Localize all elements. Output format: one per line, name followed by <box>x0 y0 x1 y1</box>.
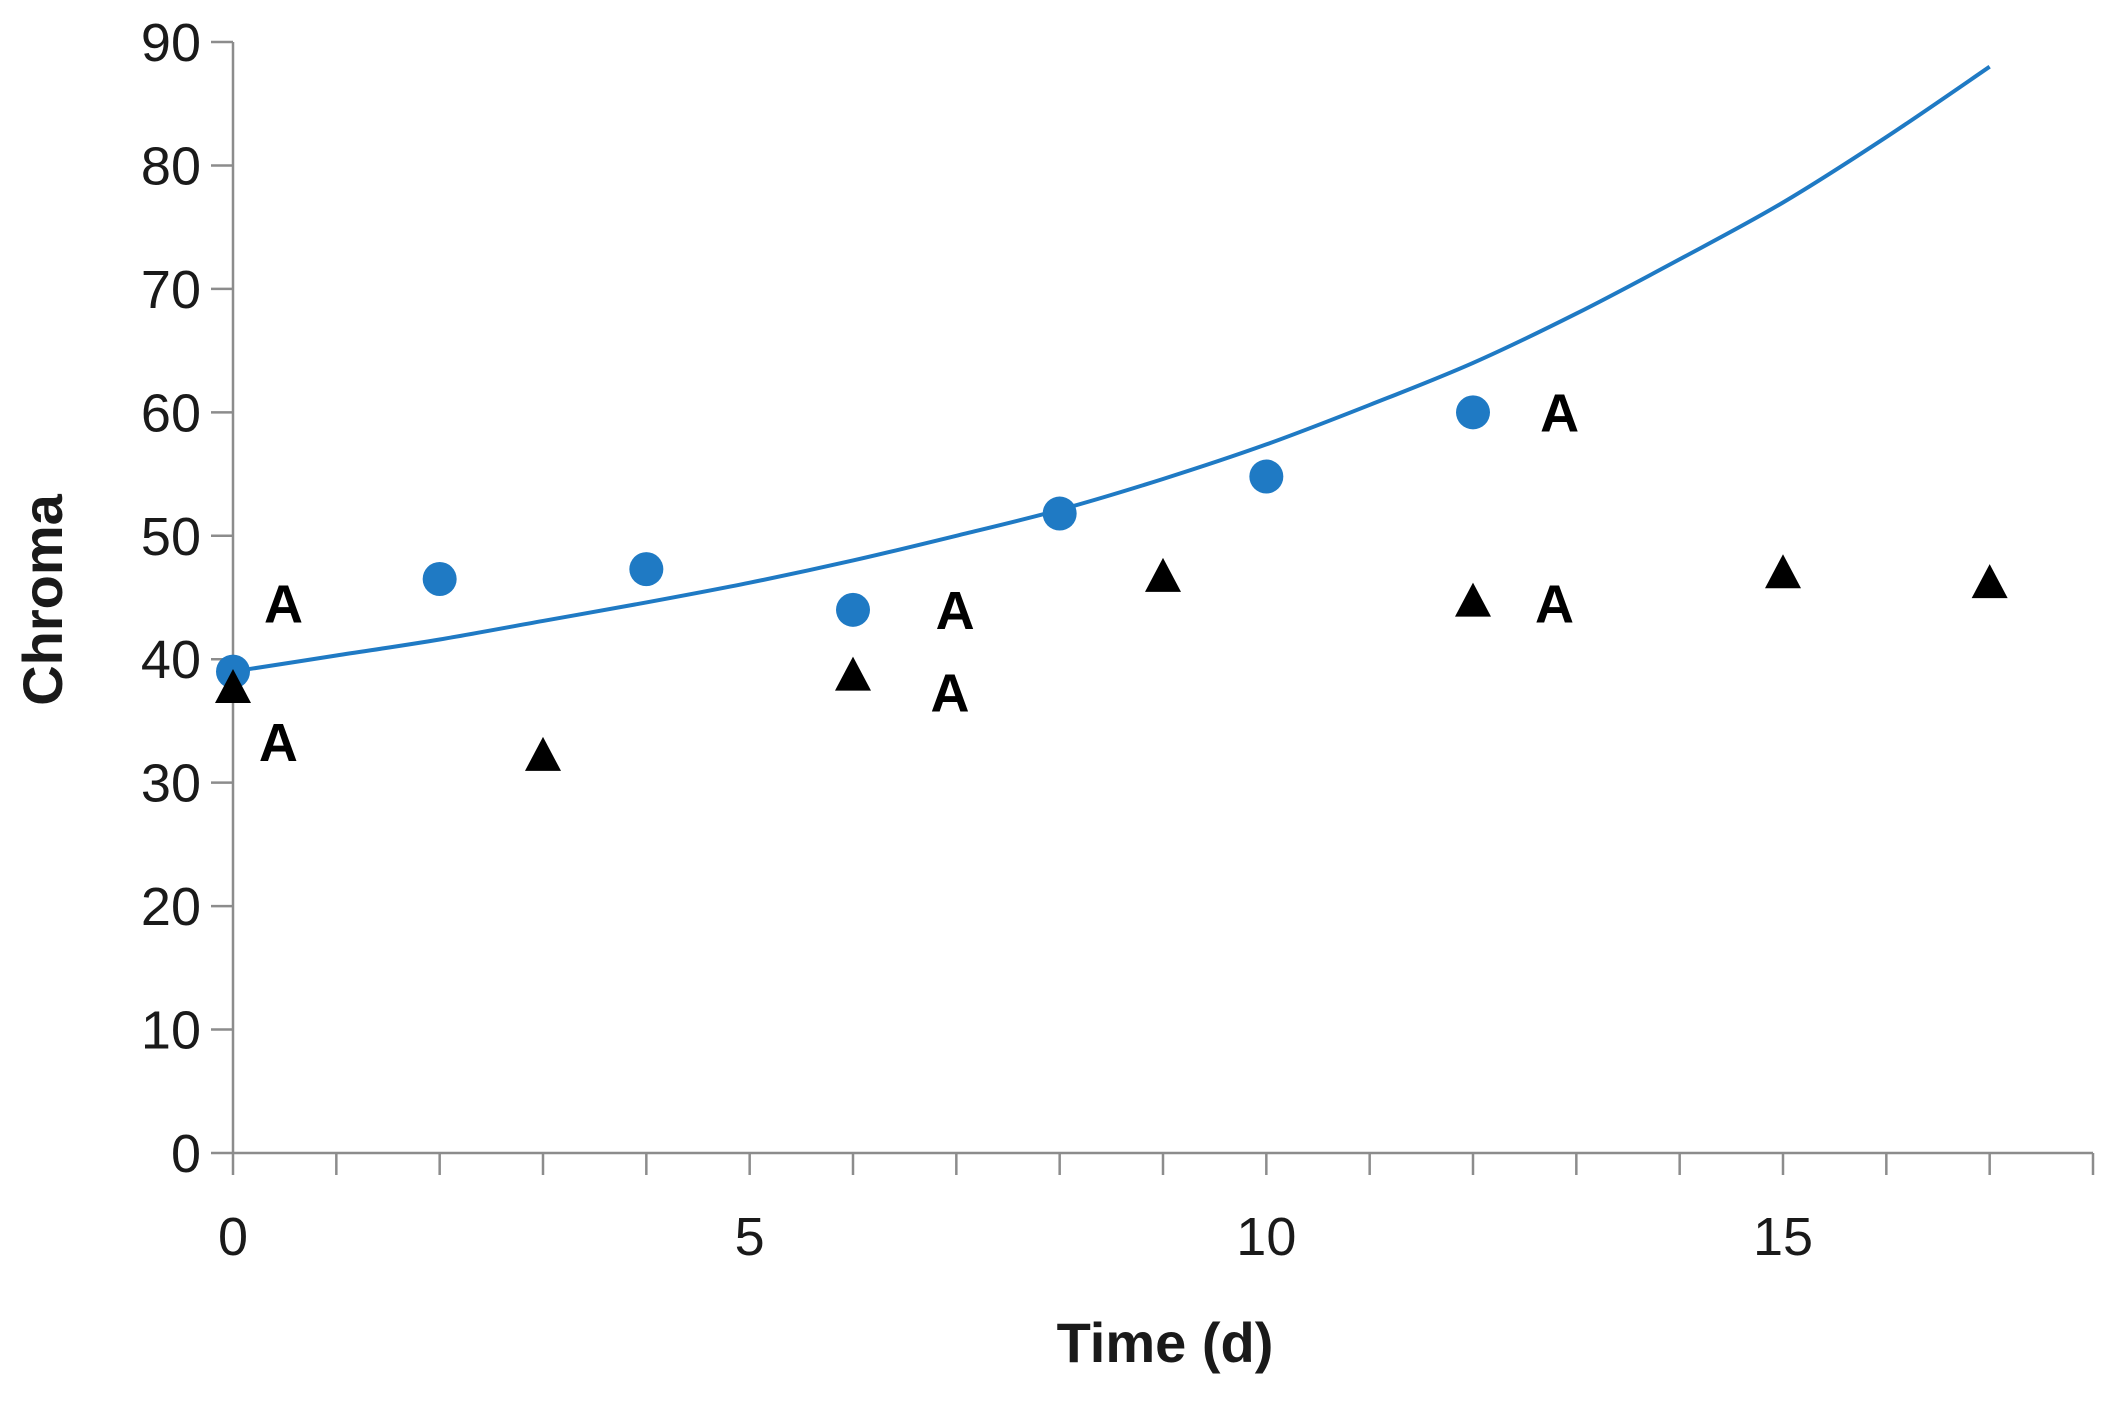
triangle-point-0 <box>215 669 251 704</box>
annotation-label-0: A <box>264 575 303 635</box>
y-tick-label-20: 20 <box>141 877 201 937</box>
y-tick-label-60: 60 <box>141 383 201 443</box>
circle-point-5 <box>1249 459 1284 494</box>
y-tick-label-80: 80 <box>141 136 201 196</box>
y-tick-label-0: 0 <box>171 1124 201 1184</box>
y-tick-label-50: 50 <box>141 507 201 567</box>
x-tick-label-15: 15 <box>1753 1207 1813 1267</box>
y-tick-label-40: 40 <box>141 630 201 690</box>
fit-line-group <box>232 65 1991 674</box>
y-tick-label-10: 10 <box>141 1001 201 1061</box>
x-tick-label-0: 0 <box>218 1207 248 1267</box>
data-points-group <box>215 395 2008 771</box>
triangle-point-6 <box>1971 564 2008 599</box>
circle-point-6 <box>1456 395 1490 430</box>
circle-point-3 <box>836 592 870 627</box>
y-tick-label-90: 90 <box>141 13 201 73</box>
y-tick-label-70: 70 <box>141 260 201 320</box>
y-axis-title: Chroma <box>11 493 74 705</box>
triangle-point-3 <box>1145 557 1181 592</box>
x-tick-label-5: 5 <box>735 1207 765 1267</box>
annotation-label-5: A <box>1535 575 1574 635</box>
x-axis-title: Time (d) <box>1057 1311 1274 1374</box>
triangle-point-4 <box>1455 582 1491 617</box>
triangle-point-5 <box>1765 554 1801 589</box>
annotation-label-3: A <box>931 664 970 724</box>
fit-curve-line <box>232 65 1991 674</box>
y-tick-label-30: 30 <box>141 754 201 814</box>
x-tick-label-10: 10 <box>1236 1207 1296 1267</box>
annotation-label-2: A <box>936 581 975 641</box>
circle-point-1 <box>422 561 457 596</box>
ticks-group: 0 10 20 30 40 50 60 70 80 90 0 5 10 15 <box>141 13 2095 1267</box>
annotation-label-1: A <box>259 713 298 773</box>
triangle-point-2 <box>835 656 871 691</box>
annotation-label-4: A <box>1540 383 1579 443</box>
circle-point-2 <box>629 552 664 587</box>
triangle-point-1 <box>525 736 561 771</box>
axes-group <box>231 42 2093 1155</box>
circle-point-4 <box>1042 496 1077 531</box>
